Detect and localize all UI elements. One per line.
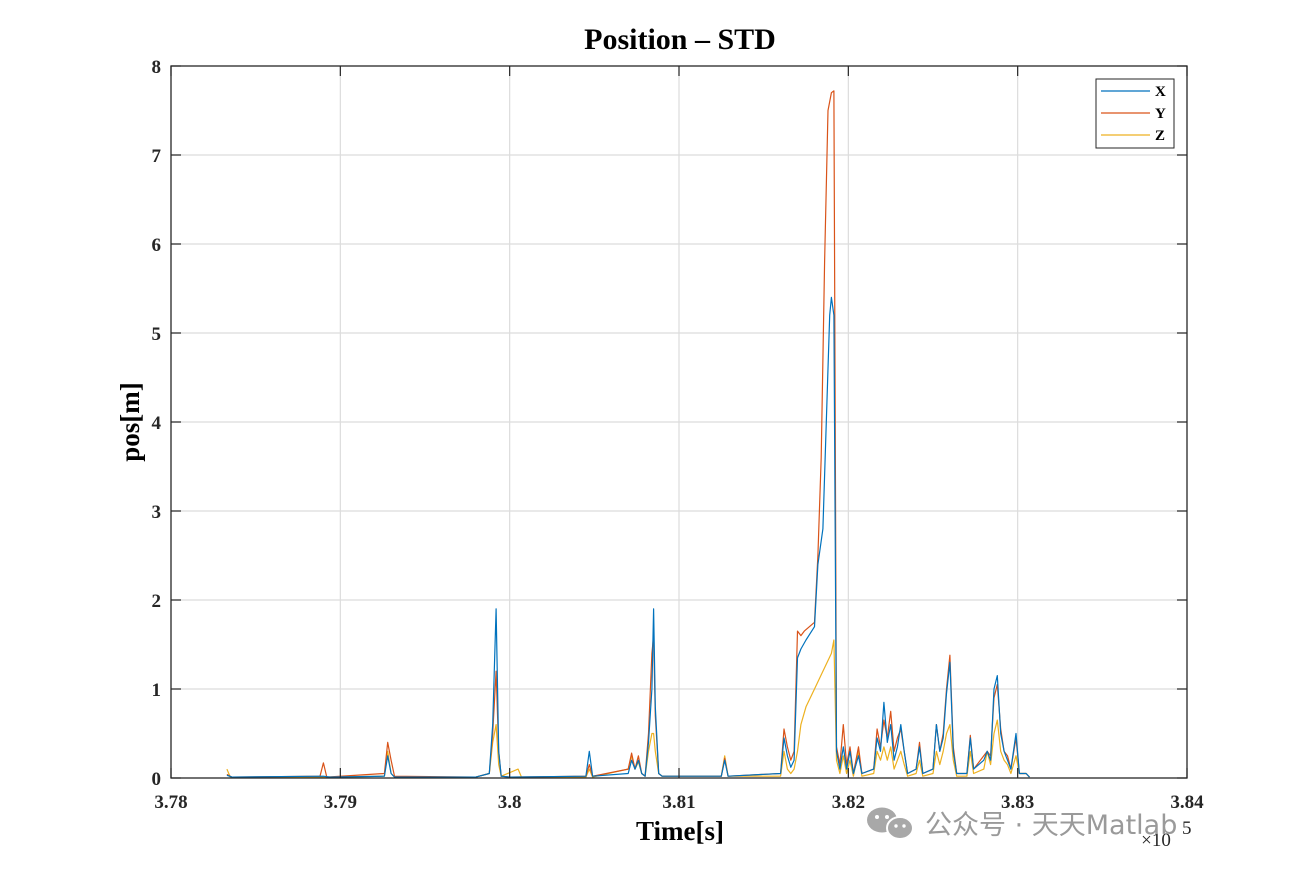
legend-label-y: Y	[1155, 106, 1166, 122]
x-tick-label: 3.78	[154, 792, 187, 813]
y-axis-label: pos[m]	[115, 382, 145, 462]
x-tick-label: 3.83	[1001, 792, 1034, 813]
series-line-z	[226, 639, 1030, 778]
watermark-text: 公众号 · 天天Matlab	[925, 810, 1177, 841]
x-tick-label: 3.84	[1170, 792, 1204, 813]
x-axis-label: Time[s]	[636, 816, 724, 846]
y-tick-label: 6	[152, 235, 162, 256]
axis-ticks: 3.78 3.79 3.8 3.81 3.82 3.83 3.84 0 1 2 3 4 5 6 7 8	[152, 57, 1205, 813]
legend-label-x: X	[1155, 84, 1166, 100]
chart-title: Position – STD	[584, 23, 776, 56]
legend-label-z: Z	[1155, 128, 1165, 144]
x-tick-label: 3.81	[662, 792, 695, 813]
y-tick-label: 5	[152, 324, 162, 345]
y-tick-label: 7	[152, 146, 162, 167]
y-tick-label: 8	[152, 57, 162, 78]
x-axis-scale-label: ×10	[1141, 830, 1171, 851]
series-group	[226, 90, 1030, 778]
y-tick-label: 4	[152, 413, 162, 434]
y-tick-label: 1	[152, 680, 162, 701]
x-tick-label: 3.79	[324, 792, 357, 813]
grid	[171, 66, 1187, 778]
series-line-x	[226, 296, 1030, 778]
x-axis-scale-exponent: 5	[1182, 818, 1192, 839]
y-tick-label: 3	[152, 502, 162, 523]
x-tick-label: 3.82	[832, 792, 865, 813]
legend[interactable]: XYZ	[1095, 78, 1175, 149]
x-tick-label: 3.8	[498, 792, 522, 813]
wechat-icon	[867, 807, 914, 840]
y-tick-label: 0	[152, 769, 162, 790]
watermark: 公众号 · 天天Matlab	[867, 807, 1177, 841]
y-tick-label: 2	[152, 591, 162, 612]
